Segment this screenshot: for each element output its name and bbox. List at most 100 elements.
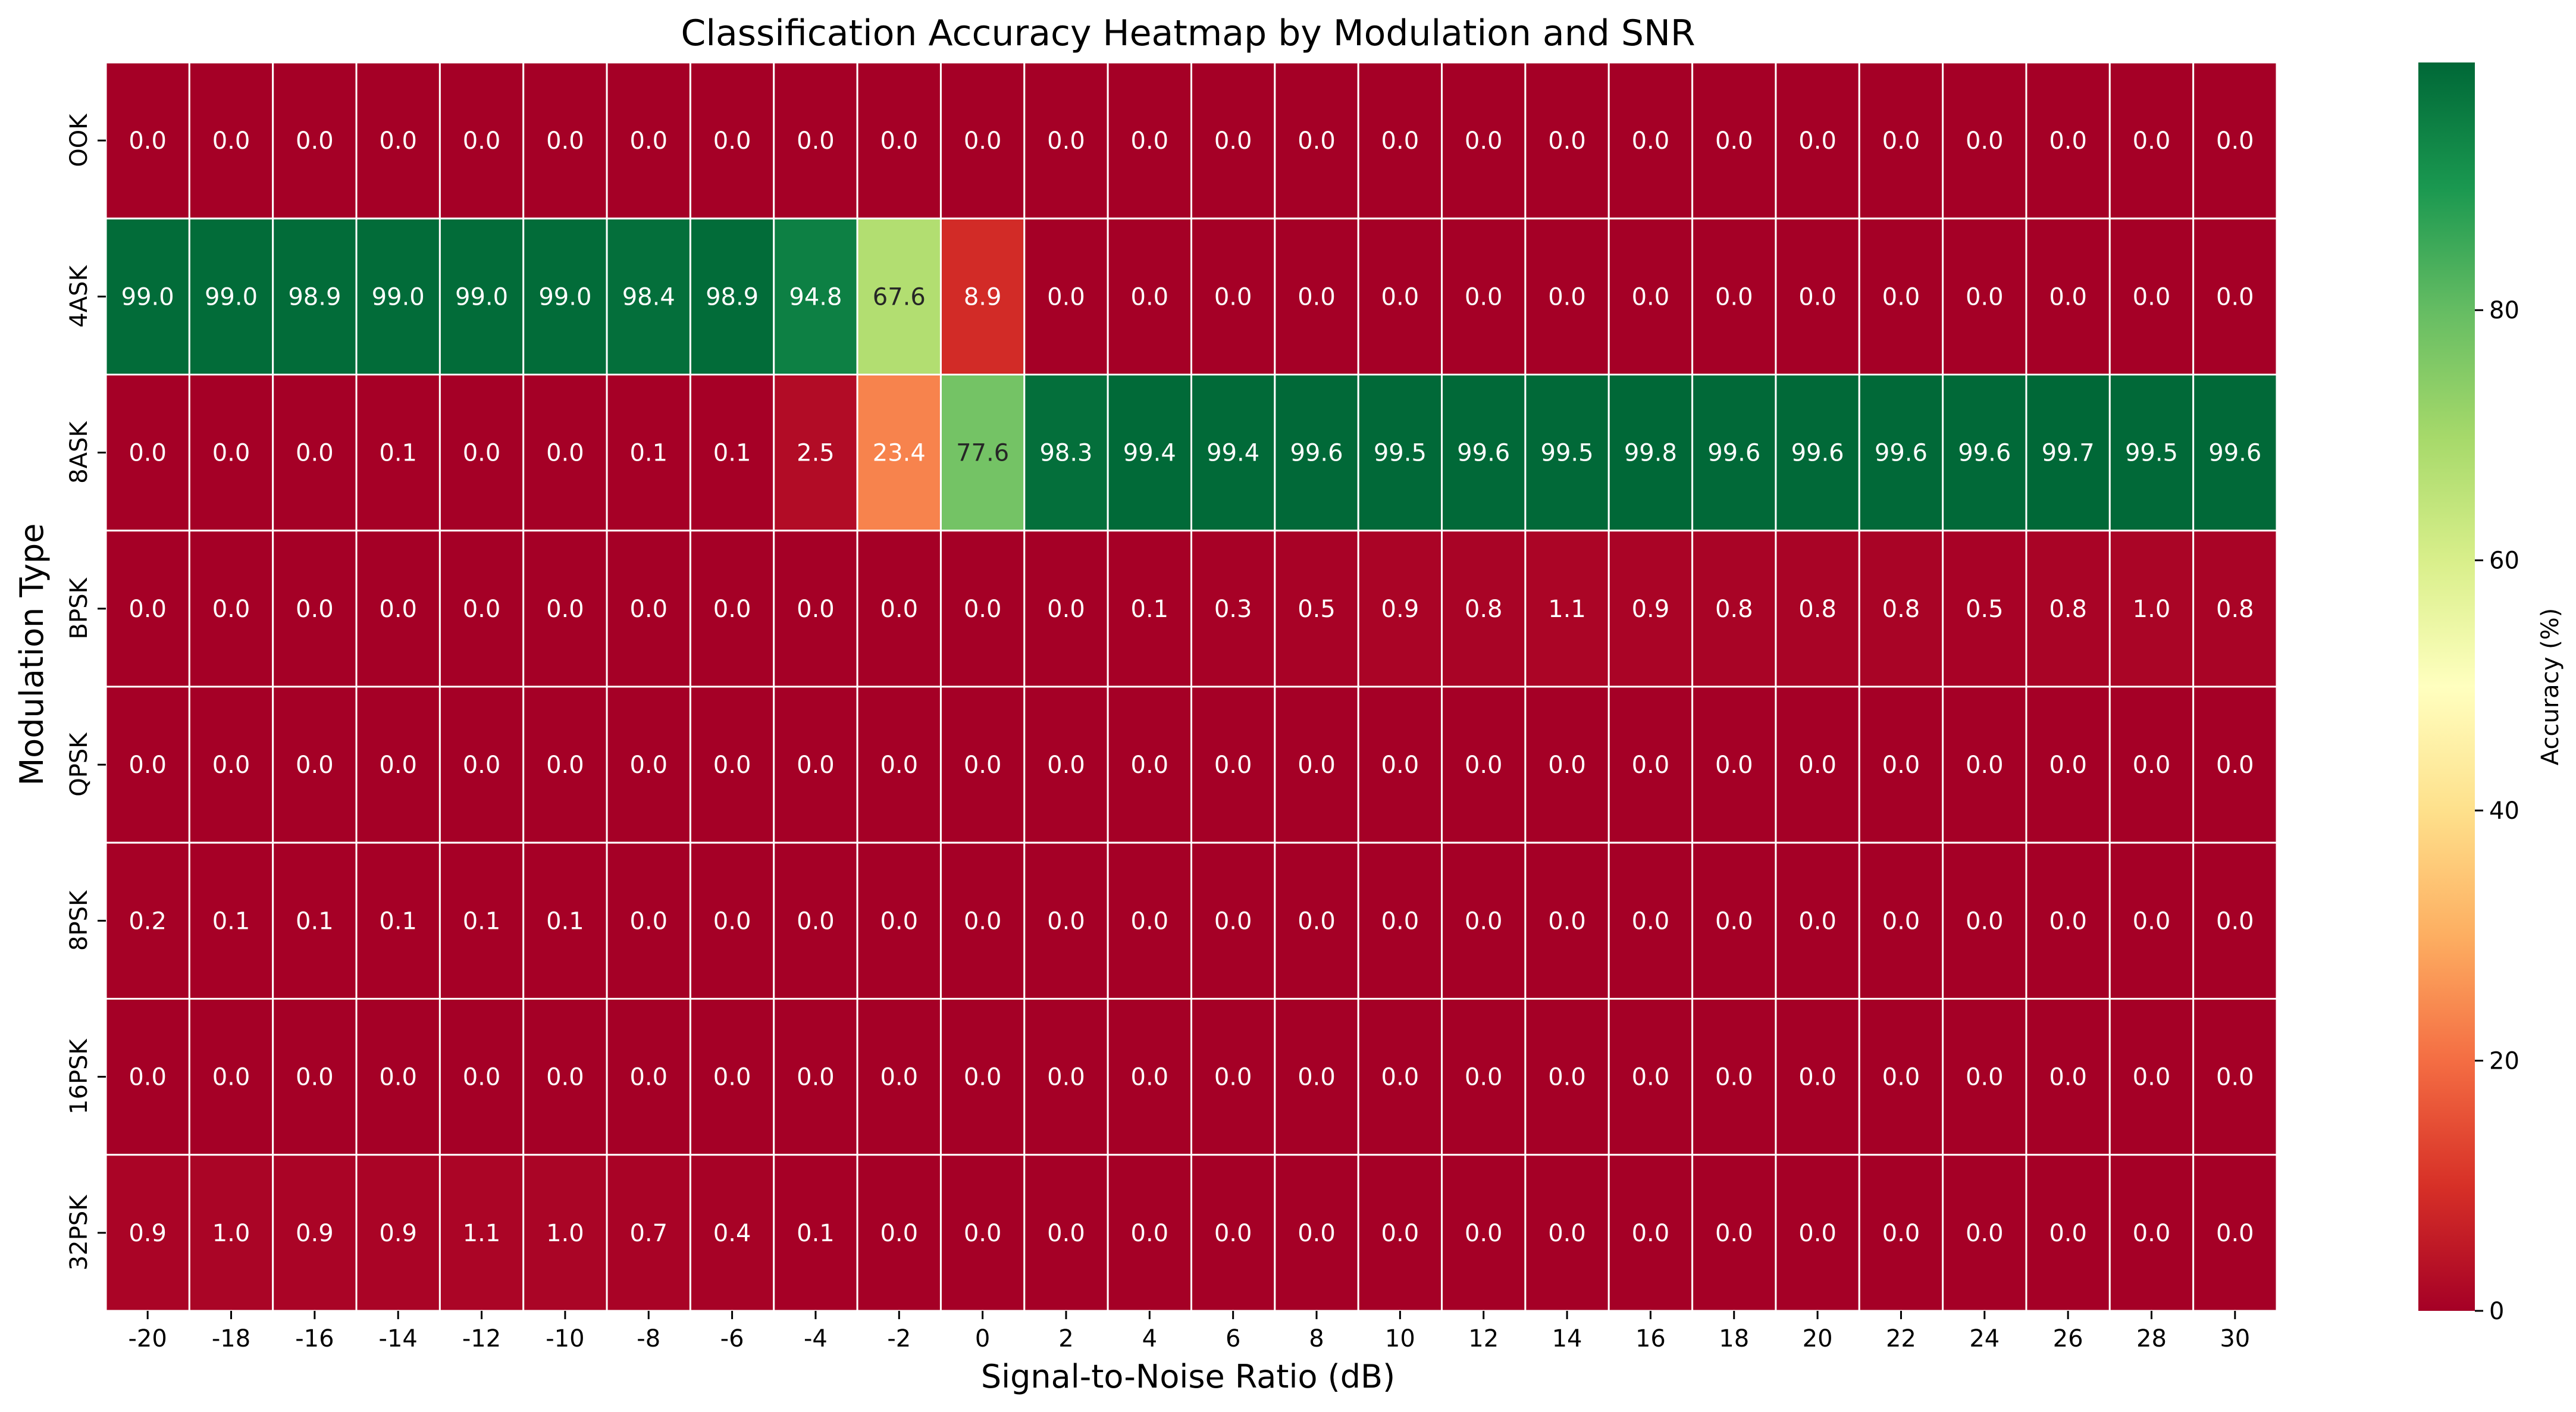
heatmap-cell (856, 530, 942, 688)
cell-value-label: 0.0 (2049, 1220, 2087, 1247)
heatmap-cell (1023, 1154, 1109, 1312)
heatmap-cell (355, 998, 441, 1156)
cell-value-label: 77.6 (956, 440, 1009, 467)
heatmap-cell (689, 685, 775, 844)
cell-value-label: 0.0 (1548, 1220, 1586, 1247)
colorbar-tick-label: 60 (2489, 547, 2519, 575)
heatmap-cell (272, 61, 358, 220)
cell-value-label: 0.0 (2049, 752, 2087, 779)
cell-value-label: 99.6 (1958, 440, 2011, 467)
cell-value-label: 0.0 (1214, 127, 1252, 155)
cell-value-label: 99.6 (1791, 440, 1844, 467)
cell-value-label: 0.0 (2049, 283, 2087, 311)
cell-value-label: 0.0 (1465, 752, 1503, 779)
cell-value-label: 0.0 (1465, 1220, 1503, 1247)
y-axis-label: Modulation Type (13, 524, 51, 786)
cell-value-label: 0.8 (2049, 596, 2087, 623)
heatmap-cell (2108, 530, 2195, 688)
x-tick-label: -20 (129, 1325, 167, 1352)
cell-value-label: 0.0 (296, 440, 334, 467)
cell-value-label: 0.0 (1214, 907, 1252, 935)
cell-value-label: 0.0 (1798, 283, 1837, 311)
heatmap-cell (939, 530, 1026, 688)
cell-value-label: 0.0 (2133, 907, 2171, 935)
cell-value-label: 0.0 (296, 752, 334, 779)
cell-value-label: 0.0 (463, 596, 501, 623)
cell-value-label: 0.0 (880, 127, 918, 155)
y-tick-label: 8PSK (65, 890, 93, 951)
x-tick-label: -8 (637, 1325, 660, 1352)
heatmap-cell (1607, 841, 1694, 1000)
heatmap-cell (1107, 217, 1192, 375)
cell-value-label: 2.5 (797, 440, 835, 467)
cell-value-label: 0.0 (1131, 127, 1169, 155)
cell-value-label: 0.0 (797, 1064, 835, 1091)
heatmap-cell (272, 530, 358, 688)
cell-value-label: 0.0 (1632, 1064, 1670, 1091)
heatmap-cell (856, 217, 942, 375)
cell-value-label: 0.0 (1047, 1220, 1085, 1247)
cell-value-label: 0.0 (1131, 1064, 1169, 1091)
cell-value-label: 1.0 (546, 1220, 584, 1247)
cell-value-label: 8.9 (964, 283, 1002, 311)
heatmap-cell (1357, 841, 1443, 1000)
heatmap-cell (438, 530, 525, 688)
cell-value-label: 94.8 (789, 283, 842, 311)
cell-value-label: 0.0 (1381, 907, 1419, 935)
heatmap-cell (1691, 530, 1777, 688)
cell-value-label: 0.0 (629, 752, 667, 779)
x-tick-label: -2 (887, 1325, 911, 1352)
heatmap-cell (1274, 374, 1359, 532)
heatmap-cell (105, 841, 190, 1000)
cell-value-label: 0.0 (1548, 127, 1586, 155)
cell-value-label: 0.0 (1966, 1064, 2004, 1091)
cell-value-label: 0.0 (212, 127, 250, 155)
cell-value-label: 0.0 (463, 440, 501, 467)
heatmap-cell (606, 530, 691, 688)
heatmap-cell (1691, 841, 1777, 1000)
heatmap-cell (1775, 841, 1860, 1000)
heatmap-cell (1190, 374, 1276, 532)
heatmap-cell (1858, 530, 1944, 688)
cell-value-label: 99.6 (2208, 440, 2261, 467)
cell-value-label: 0.0 (2216, 907, 2254, 935)
cell-value-label: 0.0 (713, 907, 751, 935)
heatmap-cell (1441, 841, 1527, 1000)
cell-value-label: 0.0 (1966, 1220, 2004, 1247)
cell-value-label: 0.0 (1882, 1064, 1920, 1091)
heatmap-cell (2192, 685, 2278, 844)
heatmap-cell (2025, 530, 2111, 688)
cell-value-label: 67.6 (873, 283, 926, 311)
cell-value-label: 0.1 (296, 907, 334, 935)
colorbar-tick-label: 40 (2489, 797, 2519, 825)
cell-value-label: 98.9 (288, 283, 341, 311)
heatmap-cell (1607, 217, 1694, 375)
cell-value-label: 0.0 (1131, 907, 1169, 935)
heatmap-cell (1357, 685, 1443, 844)
cell-value-label: 0.0 (2049, 127, 2087, 155)
heatmap-cell (438, 217, 525, 375)
cell-value-label: 0.8 (1715, 596, 1753, 623)
x-tick-label: 4 (1142, 1325, 1157, 1352)
cell-value-label: 0.0 (2216, 127, 2254, 155)
heatmap-cell (1107, 530, 1192, 688)
cell-value-label: 0.0 (1298, 127, 1336, 155)
cell-value-label: 0.0 (964, 1064, 1002, 1091)
heatmap-cell (1942, 374, 2027, 532)
heatmap-cell (522, 61, 608, 220)
heatmap-cell (1524, 61, 1610, 220)
heatmap-cell (1190, 61, 1276, 220)
heatmap-cell (272, 217, 358, 375)
heatmap-cell (606, 1154, 691, 1312)
x-tick-label: 18 (1719, 1325, 1749, 1352)
cell-value-label: 0.0 (296, 127, 334, 155)
cell-value-label: 0.0 (1966, 127, 2004, 155)
cell-value-label: 0.0 (1632, 127, 1670, 155)
cell-value-label: 0.0 (2216, 1220, 2254, 1247)
cell-value-label: 0.0 (296, 596, 334, 623)
x-tick-label: 30 (2220, 1325, 2250, 1352)
heatmap-cell (438, 841, 525, 1000)
cell-value-label: 0.0 (1465, 283, 1503, 311)
cell-value-label: 0.0 (880, 1064, 918, 1091)
heatmap-cell (1607, 685, 1694, 844)
